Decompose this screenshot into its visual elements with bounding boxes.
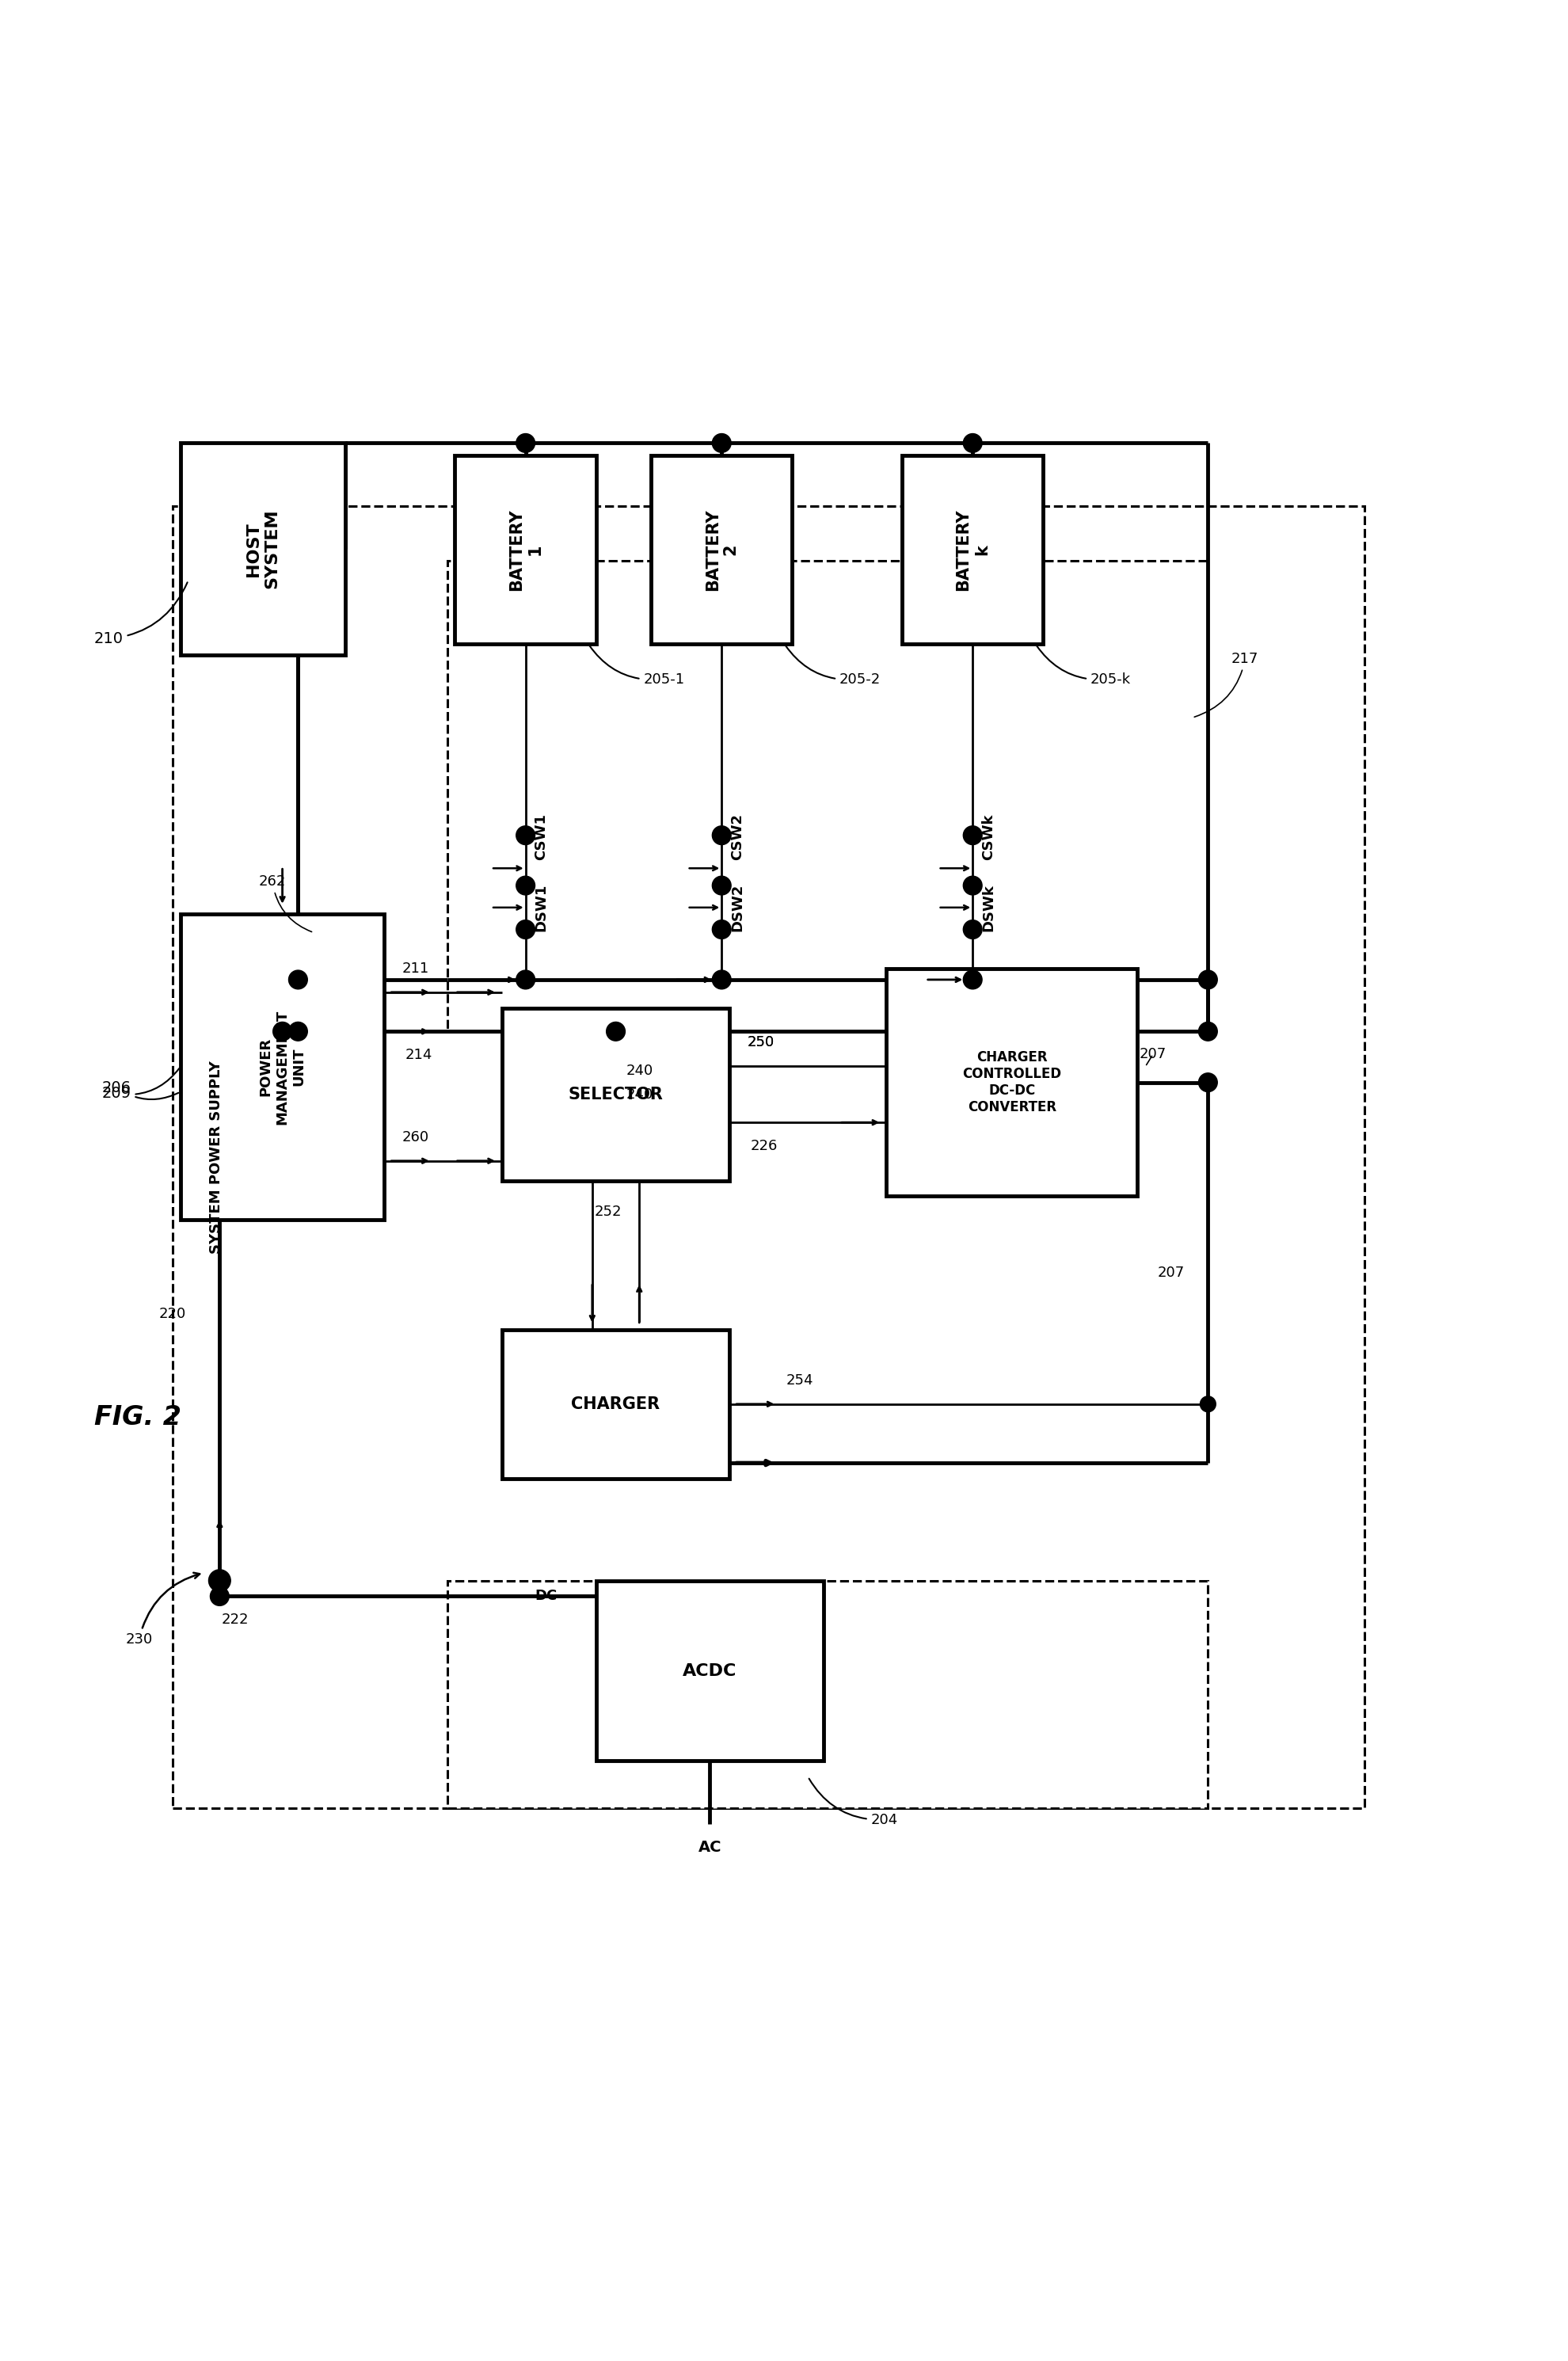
Text: 209: 209 bbox=[102, 1070, 179, 1100]
Text: ACDC: ACDC bbox=[682, 1662, 737, 1679]
Text: 226: 226 bbox=[750, 1138, 778, 1152]
Circle shape bbox=[1198, 1072, 1217, 1091]
Circle shape bbox=[516, 434, 535, 453]
Text: 205-k: 205-k bbox=[1036, 645, 1131, 687]
Bar bbox=[651, 456, 792, 645]
Text: 222: 222 bbox=[221, 1613, 249, 1627]
Circle shape bbox=[210, 1587, 229, 1605]
Bar bbox=[502, 1329, 729, 1478]
Text: 205-2: 205-2 bbox=[786, 645, 880, 687]
Bar bbox=[886, 968, 1137, 1197]
Text: DC: DC bbox=[535, 1589, 557, 1603]
Bar bbox=[180, 914, 384, 1221]
Circle shape bbox=[1200, 1395, 1215, 1412]
Text: 240: 240 bbox=[626, 1086, 652, 1100]
Circle shape bbox=[516, 826, 535, 845]
Text: DSW2: DSW2 bbox=[729, 883, 745, 930]
Text: SELECTOR: SELECTOR bbox=[568, 1086, 663, 1103]
Circle shape bbox=[712, 970, 731, 989]
Text: 240: 240 bbox=[626, 1062, 652, 1079]
Circle shape bbox=[963, 970, 982, 989]
Text: 214: 214 bbox=[405, 1048, 433, 1062]
Circle shape bbox=[1198, 970, 1217, 989]
Circle shape bbox=[963, 434, 982, 453]
Text: BATTERY
1: BATTERY 1 bbox=[508, 508, 543, 590]
Circle shape bbox=[712, 921, 731, 940]
Bar bbox=[447, 562, 1207, 1032]
Text: HOST
SYSTEM: HOST SYSTEM bbox=[246, 510, 279, 588]
Text: DSW1: DSW1 bbox=[533, 883, 549, 930]
Bar bbox=[180, 444, 345, 654]
Text: 262: 262 bbox=[259, 874, 312, 933]
Text: 211: 211 bbox=[401, 961, 430, 975]
Text: 250: 250 bbox=[746, 1036, 775, 1051]
Text: 207: 207 bbox=[1138, 1046, 1167, 1062]
Circle shape bbox=[712, 434, 731, 453]
Bar bbox=[172, 505, 1364, 1809]
Circle shape bbox=[516, 921, 535, 940]
Text: AC: AC bbox=[698, 1839, 721, 1856]
Text: 206: 206 bbox=[102, 1079, 179, 1100]
Circle shape bbox=[516, 970, 535, 989]
Text: SYSTEM POWER SUPPLY: SYSTEM POWER SUPPLY bbox=[209, 1060, 224, 1254]
Text: 252: 252 bbox=[594, 1204, 621, 1218]
Circle shape bbox=[963, 921, 982, 940]
Bar bbox=[596, 1580, 823, 1761]
Circle shape bbox=[273, 1022, 292, 1041]
Bar bbox=[455, 456, 596, 645]
Circle shape bbox=[712, 876, 731, 895]
Text: BATTERY
k: BATTERY k bbox=[955, 508, 989, 590]
Text: FIG. 2: FIG. 2 bbox=[94, 1405, 182, 1431]
Text: BATTERY
2: BATTERY 2 bbox=[704, 508, 739, 590]
Circle shape bbox=[1198, 1022, 1217, 1041]
Text: 207: 207 bbox=[1157, 1265, 1184, 1280]
Text: 204: 204 bbox=[809, 1778, 897, 1827]
Text: CHARGER
CONTROLLED
DC-DC
CONVERTER: CHARGER CONTROLLED DC-DC CONVERTER bbox=[961, 1051, 1062, 1114]
Text: 210: 210 bbox=[94, 583, 187, 647]
Circle shape bbox=[963, 876, 982, 895]
Bar bbox=[902, 456, 1043, 645]
Text: 230: 230 bbox=[125, 1572, 199, 1646]
Circle shape bbox=[289, 970, 307, 989]
Text: 254: 254 bbox=[786, 1374, 814, 1388]
Bar bbox=[447, 1580, 1207, 1809]
Circle shape bbox=[963, 826, 982, 845]
Text: 217: 217 bbox=[1193, 652, 1258, 718]
Text: 250: 250 bbox=[746, 1036, 775, 1051]
Text: CSW1: CSW1 bbox=[533, 815, 549, 859]
Text: 205-1: 205-1 bbox=[590, 645, 684, 687]
Circle shape bbox=[289, 1022, 307, 1041]
Bar bbox=[502, 1008, 729, 1180]
Text: CSW2: CSW2 bbox=[729, 815, 745, 859]
Text: 220: 220 bbox=[158, 1306, 187, 1322]
Text: DSWk: DSWk bbox=[980, 883, 996, 930]
Circle shape bbox=[712, 826, 731, 845]
Circle shape bbox=[607, 1022, 624, 1041]
Text: CHARGER: CHARGER bbox=[571, 1395, 660, 1412]
Circle shape bbox=[516, 876, 535, 895]
Text: 260: 260 bbox=[401, 1131, 430, 1145]
Circle shape bbox=[209, 1570, 230, 1591]
Text: POWER
MANAGEMENT
UNIT: POWER MANAGEMENT UNIT bbox=[259, 1008, 306, 1124]
Text: CSWk: CSWk bbox=[980, 815, 996, 859]
